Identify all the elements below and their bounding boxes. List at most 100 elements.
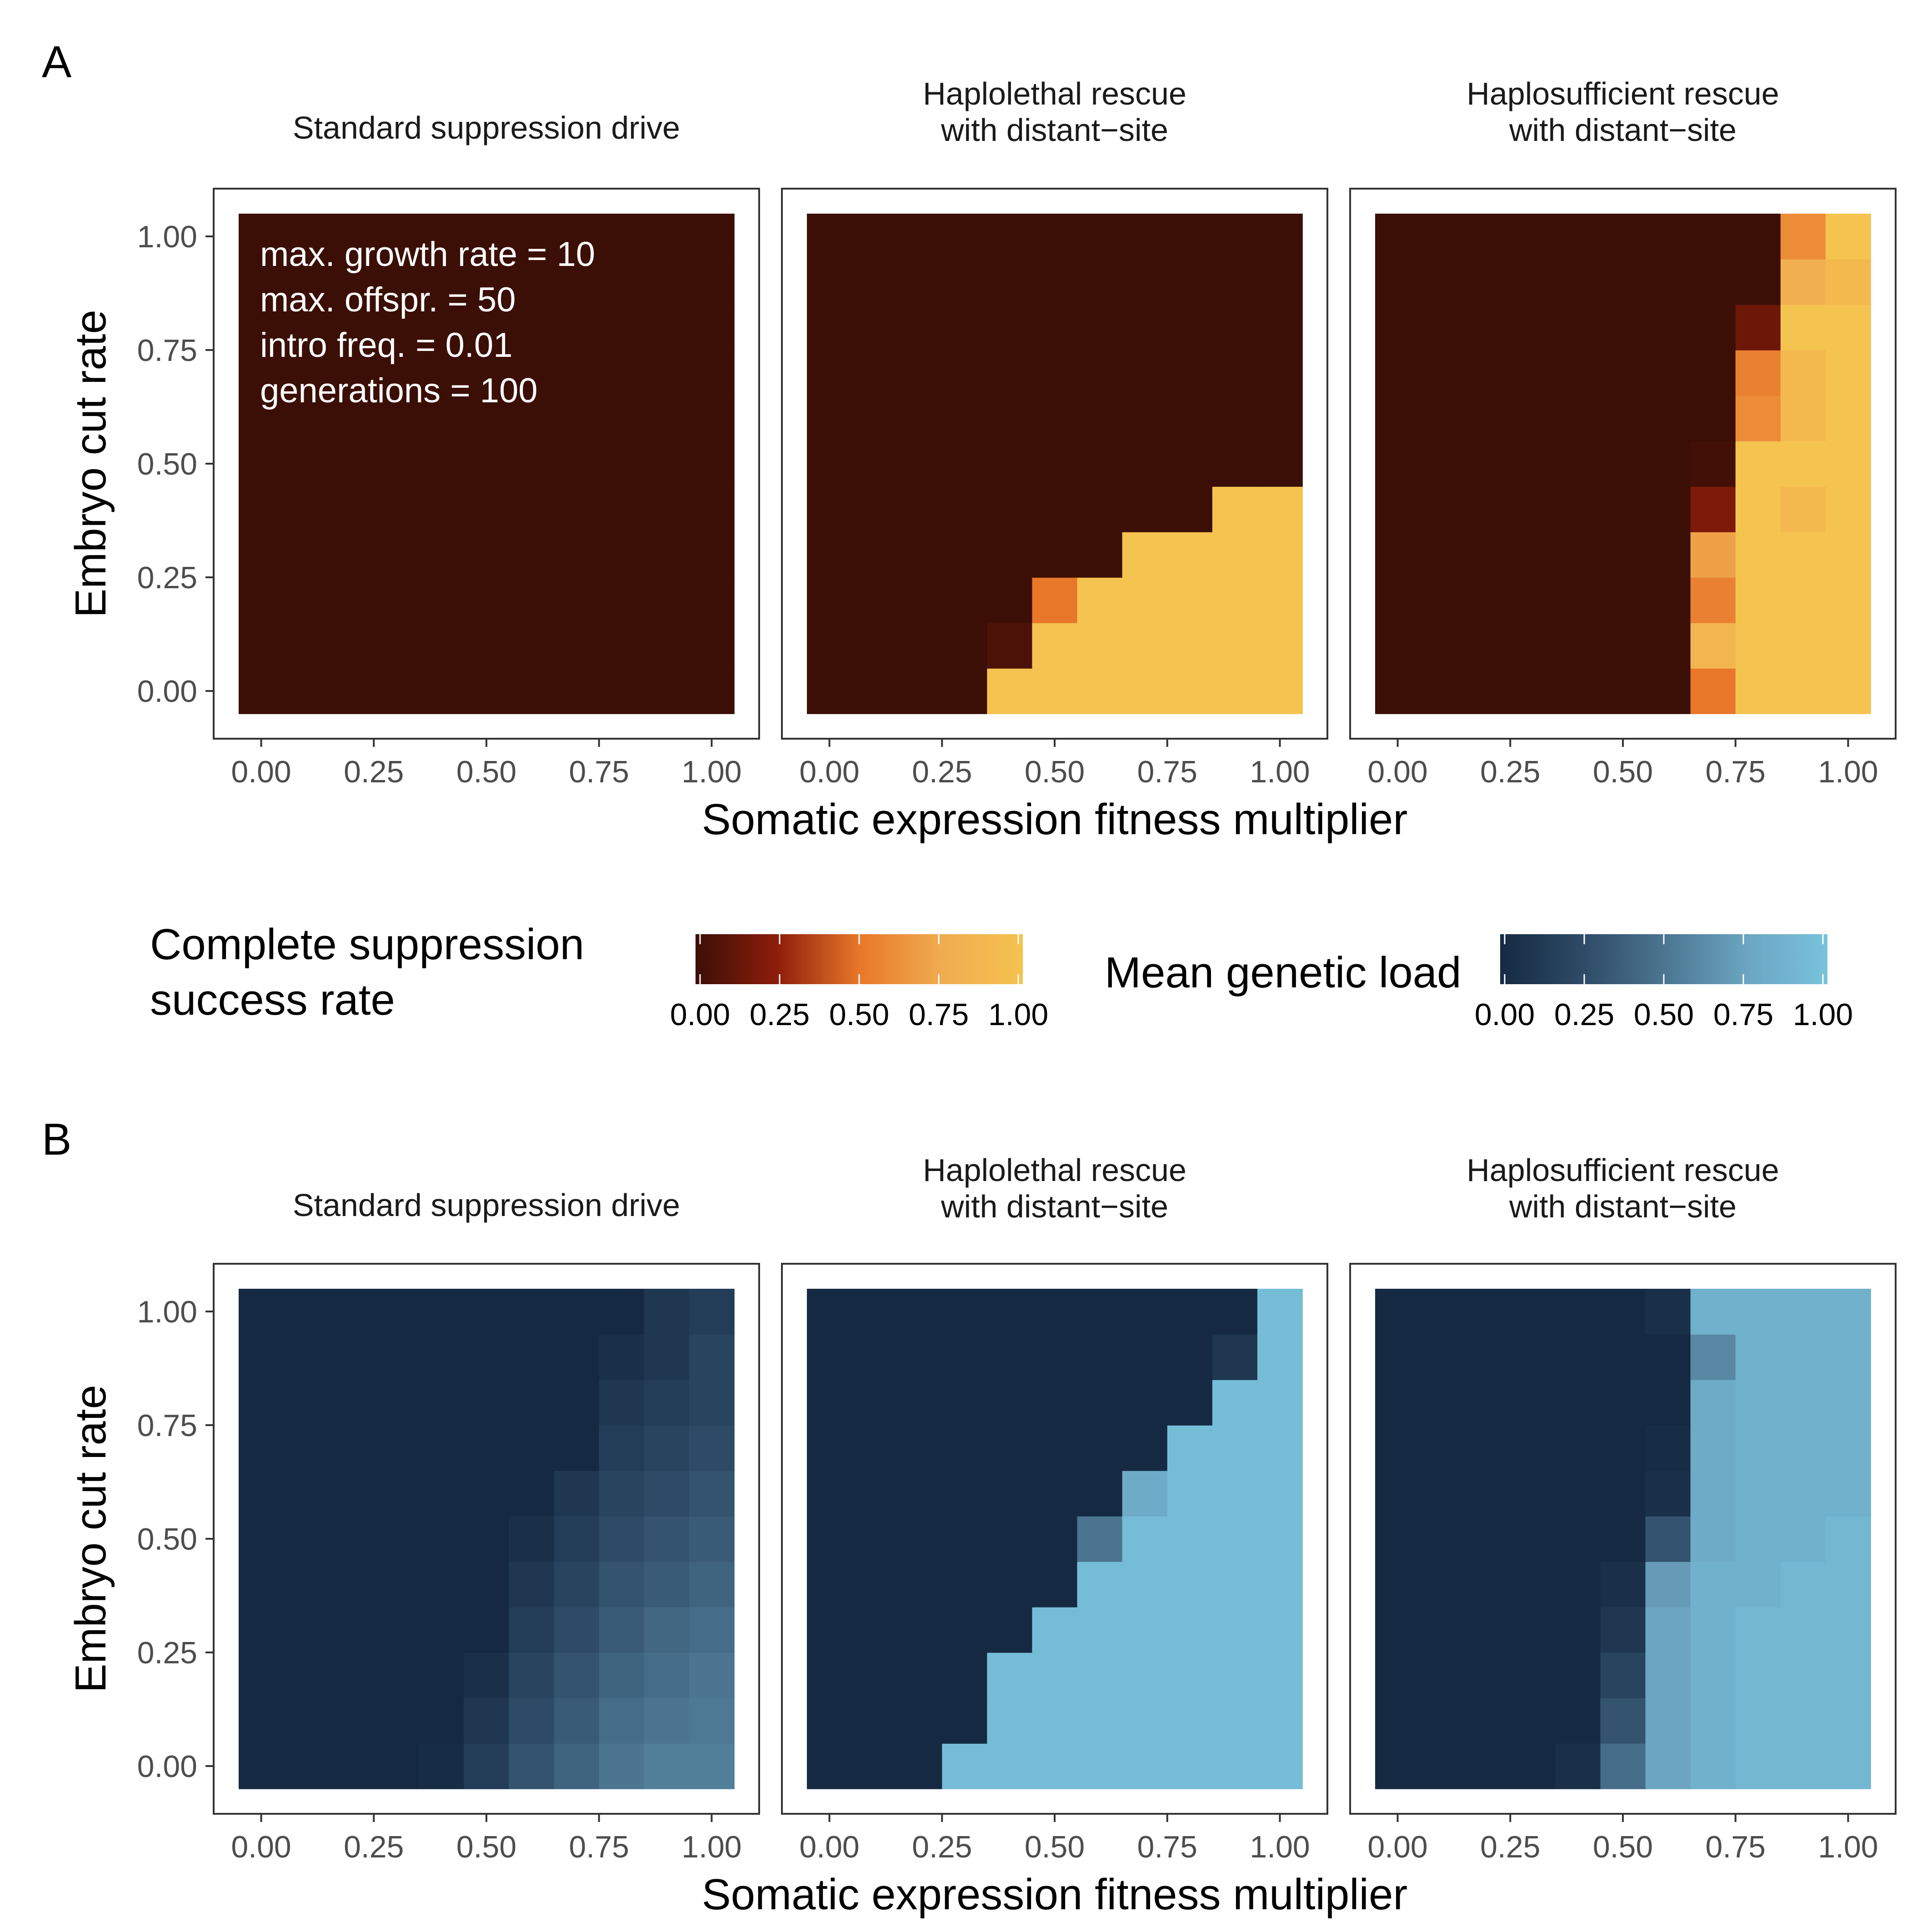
heatmap-cell xyxy=(807,486,852,532)
heatmap-cell xyxy=(1825,577,1871,623)
heatmap-cell xyxy=(509,1698,555,1744)
heatmap-cell xyxy=(239,577,284,623)
heatmap-cell xyxy=(1420,1743,1466,1789)
heatmap-cell xyxy=(852,305,897,350)
heatmap-cell xyxy=(1510,1289,1556,1335)
heatmap-cell xyxy=(419,623,465,669)
heatmap-cell xyxy=(1645,668,1691,714)
heatmap-cell xyxy=(464,1516,510,1562)
heatmap-cell xyxy=(644,1471,690,1517)
heatmap-cell xyxy=(509,1334,555,1380)
heatmap-cell xyxy=(419,532,465,578)
heatmap-cell xyxy=(374,1652,420,1698)
heatmap-cell xyxy=(1735,1698,1781,1744)
heatmap-cell xyxy=(1825,214,1871,260)
heatmap-cell xyxy=(1032,441,1078,487)
heatmap-cell xyxy=(1167,305,1213,350)
heatmap-cell xyxy=(1077,1289,1123,1335)
heatmap-cell xyxy=(239,441,284,487)
heatmap-cell xyxy=(852,1471,897,1517)
heatmap-cell xyxy=(419,1516,465,1562)
heatmap-cell xyxy=(284,1471,329,1517)
heatmap-cell xyxy=(1735,305,1781,350)
heatmap-cell xyxy=(807,259,852,305)
heatmap-cell xyxy=(329,1743,375,1789)
heatmap-cell xyxy=(1825,1471,1871,1517)
heatmap-cell xyxy=(509,1562,555,1607)
heatmap-cell xyxy=(329,1607,375,1653)
heatmap-cell xyxy=(987,1471,1033,1517)
heatmap-cell xyxy=(942,1516,988,1562)
heatmap-cell xyxy=(599,1698,645,1744)
heatmap-cell xyxy=(1645,1380,1691,1426)
heatmap-cell xyxy=(1077,1743,1123,1789)
heatmap-cell xyxy=(1167,668,1213,714)
heatmap-cell xyxy=(1167,1334,1213,1380)
heatmap-cell xyxy=(644,305,690,350)
heatmap-cell xyxy=(1122,668,1168,714)
heatmap-cell xyxy=(987,214,1033,260)
heatmap-cell xyxy=(239,1652,284,1698)
heatmap-cell xyxy=(284,1607,329,1653)
heatmap-cell xyxy=(284,1289,329,1335)
heatmap-cell xyxy=(689,1607,735,1653)
heatmap-cell xyxy=(1375,259,1421,305)
heatmap-cell xyxy=(284,623,329,669)
heatmap-cell xyxy=(1375,623,1421,669)
heatmap-cell xyxy=(1212,1743,1258,1789)
heatmap-cell xyxy=(897,1471,943,1517)
heatmap-cell xyxy=(419,441,465,487)
heatmap-cell xyxy=(1257,577,1303,623)
heatmap-cell xyxy=(329,259,375,305)
heatmap-cell xyxy=(1167,1516,1213,1562)
heatmap-cell xyxy=(284,1334,329,1380)
heatmap-cell xyxy=(987,1698,1033,1744)
legends: Complete suppression success rate Mean g… xyxy=(150,920,1853,1032)
heatmap-cell xyxy=(1167,259,1213,305)
heatmap-cell xyxy=(1375,577,1421,623)
heatmap-cell xyxy=(1690,1607,1736,1653)
heatmap-cell xyxy=(987,623,1033,669)
heatmap-cell xyxy=(1735,623,1781,669)
heatmap-cell xyxy=(284,441,329,487)
heatmap-cell xyxy=(987,1334,1033,1380)
heatmap-cell xyxy=(1167,623,1213,669)
heatmap-cell xyxy=(1167,1471,1213,1517)
heatmap-cell xyxy=(1122,623,1168,669)
heatmap-cell xyxy=(1690,441,1736,487)
heatmap-cell xyxy=(1600,1289,1646,1335)
heatmap-cell xyxy=(1032,350,1078,396)
heatmap-cell xyxy=(464,1562,510,1607)
x-axis-label: Somatic expression fitness multiplier xyxy=(702,795,1408,844)
heatmap-cell xyxy=(554,486,600,532)
heatmap-cell xyxy=(554,1607,600,1653)
heatmap-cell xyxy=(1555,1425,1601,1471)
heatmap-cell xyxy=(689,668,735,714)
heatmap-cell xyxy=(1825,350,1871,396)
heatmap-cell xyxy=(897,350,943,396)
heatmap-cell xyxy=(1167,1289,1213,1335)
heatmap-cell xyxy=(1375,1607,1421,1653)
x-tick-label: 0.25 xyxy=(1480,755,1540,789)
heatmap-cell xyxy=(1555,1698,1601,1744)
heatmap-cell xyxy=(1420,305,1466,350)
heatmap-cell xyxy=(644,577,690,623)
heatmap-cell xyxy=(1555,1562,1601,1607)
heatmap-cell xyxy=(852,214,897,260)
heatmap-cell xyxy=(284,1698,329,1744)
heatmap-cell xyxy=(1032,1652,1078,1698)
x-tick-label: 1.00 xyxy=(1250,755,1310,789)
x-tick-label: 0.00 xyxy=(231,755,291,789)
x-tick-label: 1.00 xyxy=(681,1830,741,1864)
heatmap-cell xyxy=(374,1380,420,1426)
heatmap-cell xyxy=(689,1289,735,1335)
heatmap-cell xyxy=(1735,1380,1781,1426)
heatmap-cell xyxy=(1420,1471,1466,1517)
heatmap-cell xyxy=(807,1516,852,1562)
heatmap-cell xyxy=(239,1334,284,1380)
heatmap-cell xyxy=(239,214,284,260)
heatmap-cell xyxy=(284,1652,329,1698)
heatmap-cell xyxy=(1077,1562,1123,1607)
heatmap-cell xyxy=(464,1652,510,1698)
heatmap-cell xyxy=(1420,259,1466,305)
